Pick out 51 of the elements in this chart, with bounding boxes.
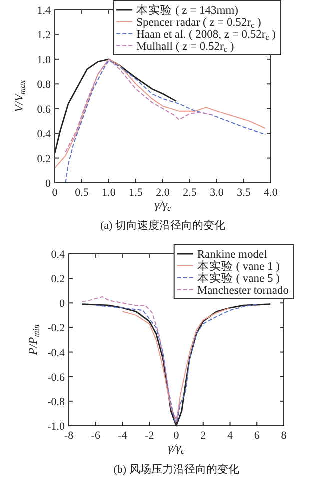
legend-label: Haan et al. ( 2008, z = 0.52r$_{c}$ ) <box>136 29 276 42</box>
y-tick-label: -0.8 <box>48 396 66 408</box>
y-tick-label: 0.4 <box>51 249 66 261</box>
legend-label: 本实验 ( vane 1 ) <box>197 259 280 273</box>
x-tick-label: 0 <box>174 430 180 442</box>
line-series <box>54 58 266 169</box>
x-tick-label: 3.0 <box>210 187 224 199</box>
legend-label: Rankine model <box>197 249 268 261</box>
y-tick-label: -0.4 <box>48 347 66 360</box>
legend-label: Spencer radar ( z = 0.52r$_{c}$ ) <box>136 17 262 30</box>
y-tick-label: 0.2 <box>37 153 51 166</box>
x-tick-label: 2.5 <box>183 187 198 199</box>
y-tick-label: 1.2 <box>37 30 51 42</box>
x-axis-title: γ/γ$_{c}$ <box>154 198 172 213</box>
text: (b) 风场压力沿径向的变化 <box>114 463 240 476</box>
y-tick-label: 0 <box>46 178 52 190</box>
x-tick-label: 2 <box>200 430 206 442</box>
x-tick-label: 8 <box>281 430 288 442</box>
line-series <box>54 58 178 154</box>
x-tick-label: 4 <box>228 430 234 442</box>
y-tick-label: -0.6 <box>48 372 66 384</box>
y-tick-label: 0.8 <box>37 79 52 92</box>
x-tick-label: -8 <box>64 430 74 442</box>
x-tick-label: -4 <box>118 430 128 442</box>
legend-label: Manchester tornado <box>197 285 290 297</box>
y-tick-label: 1.0 <box>37 54 52 66</box>
legend-label: 本实验 ( z = 143mm) <box>136 3 239 17</box>
text: (a) 切向速度沿径向的变化 <box>100 219 226 232</box>
line-series <box>122 308 231 424</box>
line-series <box>65 58 212 153</box>
x-tick-label: 2.0 <box>156 187 170 199</box>
x-tick-label: 0.5 <box>75 187 90 199</box>
line-series <box>65 60 266 184</box>
y-tick-label: 0.4 <box>37 128 52 141</box>
x-tick-label: -6 <box>91 430 101 442</box>
x-tick-label: 1.0 <box>102 187 116 199</box>
x-tick-label: 4.0 <box>264 187 278 199</box>
y-tick-label: -0.2 <box>48 322 65 335</box>
y-tick-label: 0.2 <box>51 274 65 286</box>
y-tick-label: 1.4 <box>37 5 52 17</box>
x-tick-label: 1.5 <box>129 187 144 199</box>
legend-label: Mulhall ( z = 0.52r$_{c}$ ) <box>136 41 234 54</box>
line-series <box>82 296 182 420</box>
y-tick-label: 0 <box>60 298 66 310</box>
x-tick-label: 3.5 <box>237 187 252 199</box>
y-tick-label: 0.6 <box>37 104 52 116</box>
x-tick-label: 6 <box>254 430 260 442</box>
y-tick-label: -1.0 <box>48 421 66 433</box>
x-axis-title: γ/γ$_{c}$ <box>168 441 186 456</box>
x-tick-label: -2 <box>145 430 154 442</box>
legend-label: 本实验 ( vane 5 ) <box>197 271 280 285</box>
